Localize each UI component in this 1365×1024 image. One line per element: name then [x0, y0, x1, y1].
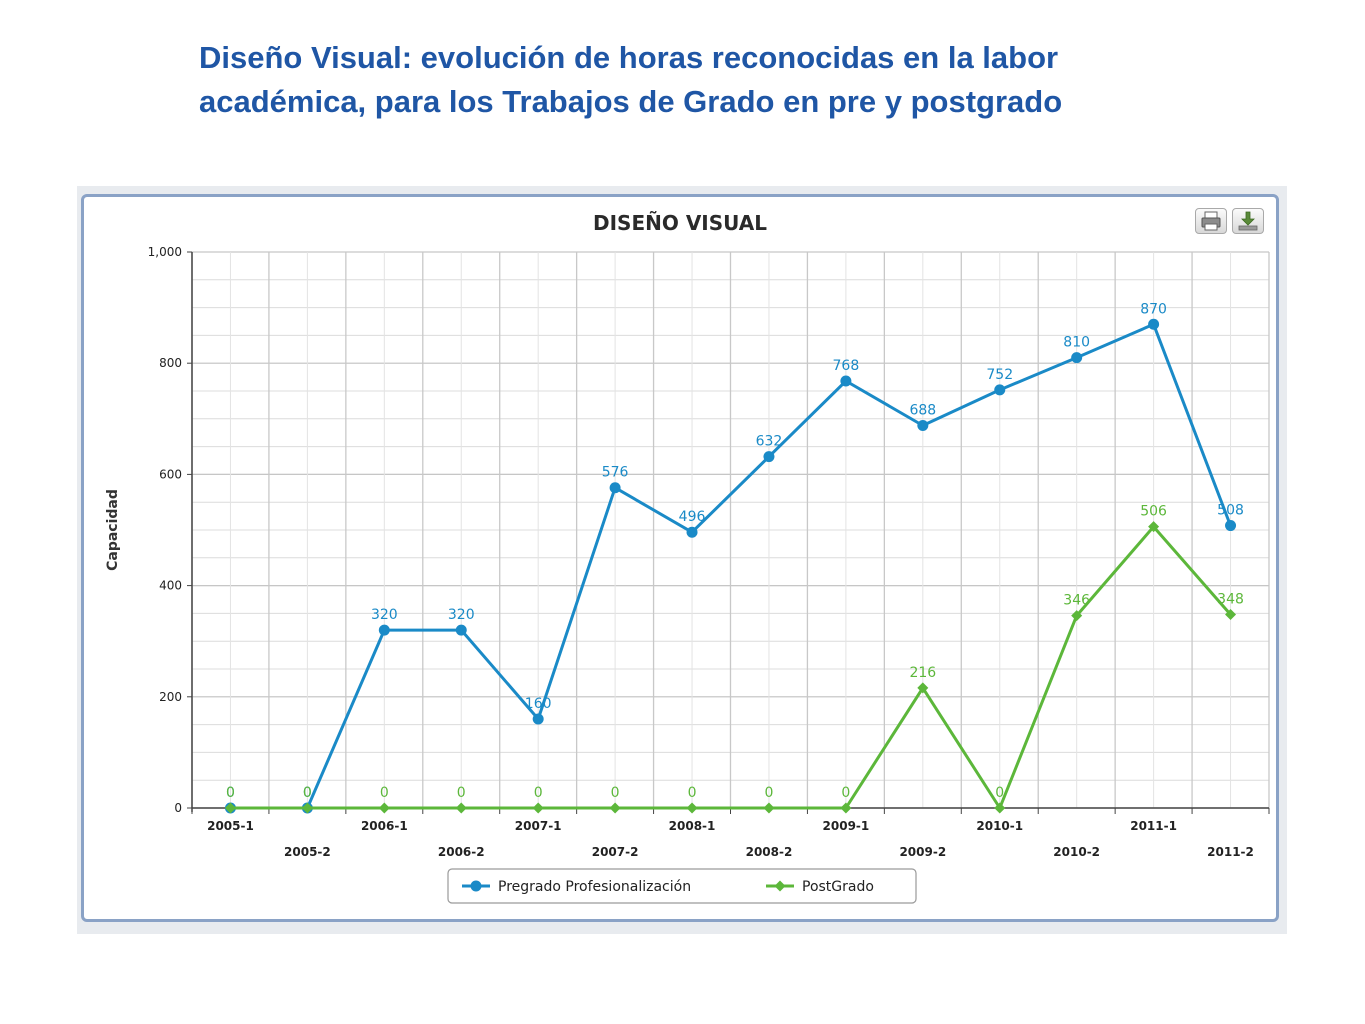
data-point[interactable]	[378, 624, 390, 636]
data-label: 346	[1063, 593, 1090, 609]
data-label: 0	[226, 785, 235, 801]
data-label: 216	[909, 665, 936, 681]
data-label: 576	[602, 465, 629, 481]
data-label: 0	[611, 785, 620, 801]
legend-item-label[interactable]: PostGrado	[802, 879, 874, 895]
data-point[interactable]	[686, 802, 698, 814]
data-label: 160	[525, 696, 552, 712]
data-point[interactable]	[609, 802, 621, 814]
x-tick-label: 2011-2	[1207, 845, 1254, 859]
data-point[interactable]	[917, 419, 929, 431]
data-point[interactable]	[994, 802, 1006, 814]
data-point[interactable]	[1225, 609, 1237, 621]
x-tick-label: 2005-2	[284, 845, 331, 859]
series-line-pregrado	[230, 322, 1232, 810]
y-tick-label: 1,000	[148, 245, 182, 259]
print-button[interactable]	[1195, 208, 1227, 234]
x-tick-label: 2006-1	[361, 819, 408, 833]
slide-title-bold: Diseño Visual:	[199, 40, 413, 75]
data-label: 752	[986, 367, 1013, 383]
y-tick-label: 200	[159, 690, 182, 704]
y-tick-label: 0	[174, 801, 182, 815]
data-point[interactable]	[224, 802, 236, 814]
y-axis-label: Capacidad	[105, 489, 121, 571]
data-label: 506	[1140, 504, 1167, 520]
x-tick-label: 2005-1	[207, 819, 254, 833]
data-label: 320	[371, 607, 398, 623]
data-label: 0	[303, 785, 312, 801]
line-chart: DISEÑO VISUAL 0 200 400 600 800 1,000 Capacidad…	[105, 211, 1270, 904]
data-point[interactable]	[763, 451, 775, 463]
data-label: 0	[380, 785, 389, 801]
y-tick-label: 400	[159, 579, 182, 593]
slide-title: Diseño Visual: evolución de horas recono…	[199, 36, 1199, 124]
data-point[interactable]	[1148, 521, 1160, 533]
legend-marker	[470, 880, 482, 892]
data-point[interactable]	[1071, 610, 1083, 622]
data-point[interactable]	[763, 802, 775, 814]
data-label: 810	[1063, 335, 1090, 351]
x-tick-label: 2008-1	[669, 819, 716, 833]
data-point[interactable]	[532, 713, 544, 725]
x-tick-label: 2007-2	[592, 845, 639, 859]
legend-box	[447, 868, 917, 904]
data-point[interactable]	[686, 526, 698, 538]
slide-title-rest: evolución de horas reconocidas en la lab…	[199, 40, 1063, 119]
data-label: 870	[1140, 301, 1167, 317]
data-label: 348	[1217, 592, 1244, 608]
data-point[interactable]	[455, 802, 467, 814]
y-tick-label: 800	[159, 356, 182, 370]
x-tick-label: 2011-1	[1130, 819, 1177, 833]
data-point[interactable]	[840, 802, 852, 814]
data-label: 0	[534, 785, 543, 801]
data-point[interactable]	[532, 802, 544, 814]
legend-item-label[interactable]: Pregrado Profesionalización	[498, 879, 691, 895]
series-line-postgrado	[230, 525, 1232, 810]
data-label: 632	[756, 434, 783, 450]
data-label: 0	[841, 785, 850, 801]
data-point[interactable]	[840, 375, 852, 387]
data-point[interactable]	[1148, 318, 1160, 330]
data-label: 768	[833, 358, 860, 374]
x-tick-label: 2006-2	[438, 845, 485, 859]
printer-icon	[1201, 211, 1221, 231]
x-tick-label: 2010-1	[976, 819, 1023, 833]
data-label: 508	[1217, 503, 1244, 519]
x-tick-label: 2010-2	[1053, 845, 1100, 859]
data-label: 0	[303, 785, 312, 801]
data-point[interactable]	[1225, 520, 1237, 532]
data-label: 496	[679, 509, 706, 525]
data-point[interactable]	[917, 682, 929, 694]
download-button[interactable]	[1232, 208, 1264, 234]
data-point[interactable]	[1071, 352, 1083, 364]
x-tick-label: 2008-2	[746, 845, 793, 859]
x-tick-label: 2007-1	[515, 819, 562, 833]
data-point[interactable]	[994, 384, 1006, 396]
data-label: 0	[995, 785, 1004, 801]
data-point[interactable]	[301, 802, 313, 814]
data-point[interactable]	[378, 802, 390, 814]
chart-title: DISEÑO VISUAL	[593, 211, 767, 235]
data-label: 0	[457, 785, 466, 801]
x-tick-label: 2009-2	[899, 845, 946, 859]
data-label: 0	[765, 785, 774, 801]
x-tick-label: 2009-1	[823, 819, 870, 833]
data-point[interactable]	[455, 624, 467, 636]
data-point[interactable]	[609, 482, 621, 494]
data-label: 0	[688, 785, 697, 801]
y-tick-label: 600	[159, 467, 182, 481]
data-label: 0	[226, 785, 235, 801]
chart-panel: DISEÑO VISUAL 0 200 400 600 800 1,000 Capacidad…	[81, 194, 1279, 922]
data-label: 320	[448, 607, 475, 623]
chart-frame: DISEÑO VISUAL 0 200 400 600 800 1,000 Capacidad…	[77, 186, 1287, 934]
download-icon	[1238, 211, 1258, 231]
data-label: 688	[909, 402, 936, 418]
legend-marker	[774, 880, 786, 892]
